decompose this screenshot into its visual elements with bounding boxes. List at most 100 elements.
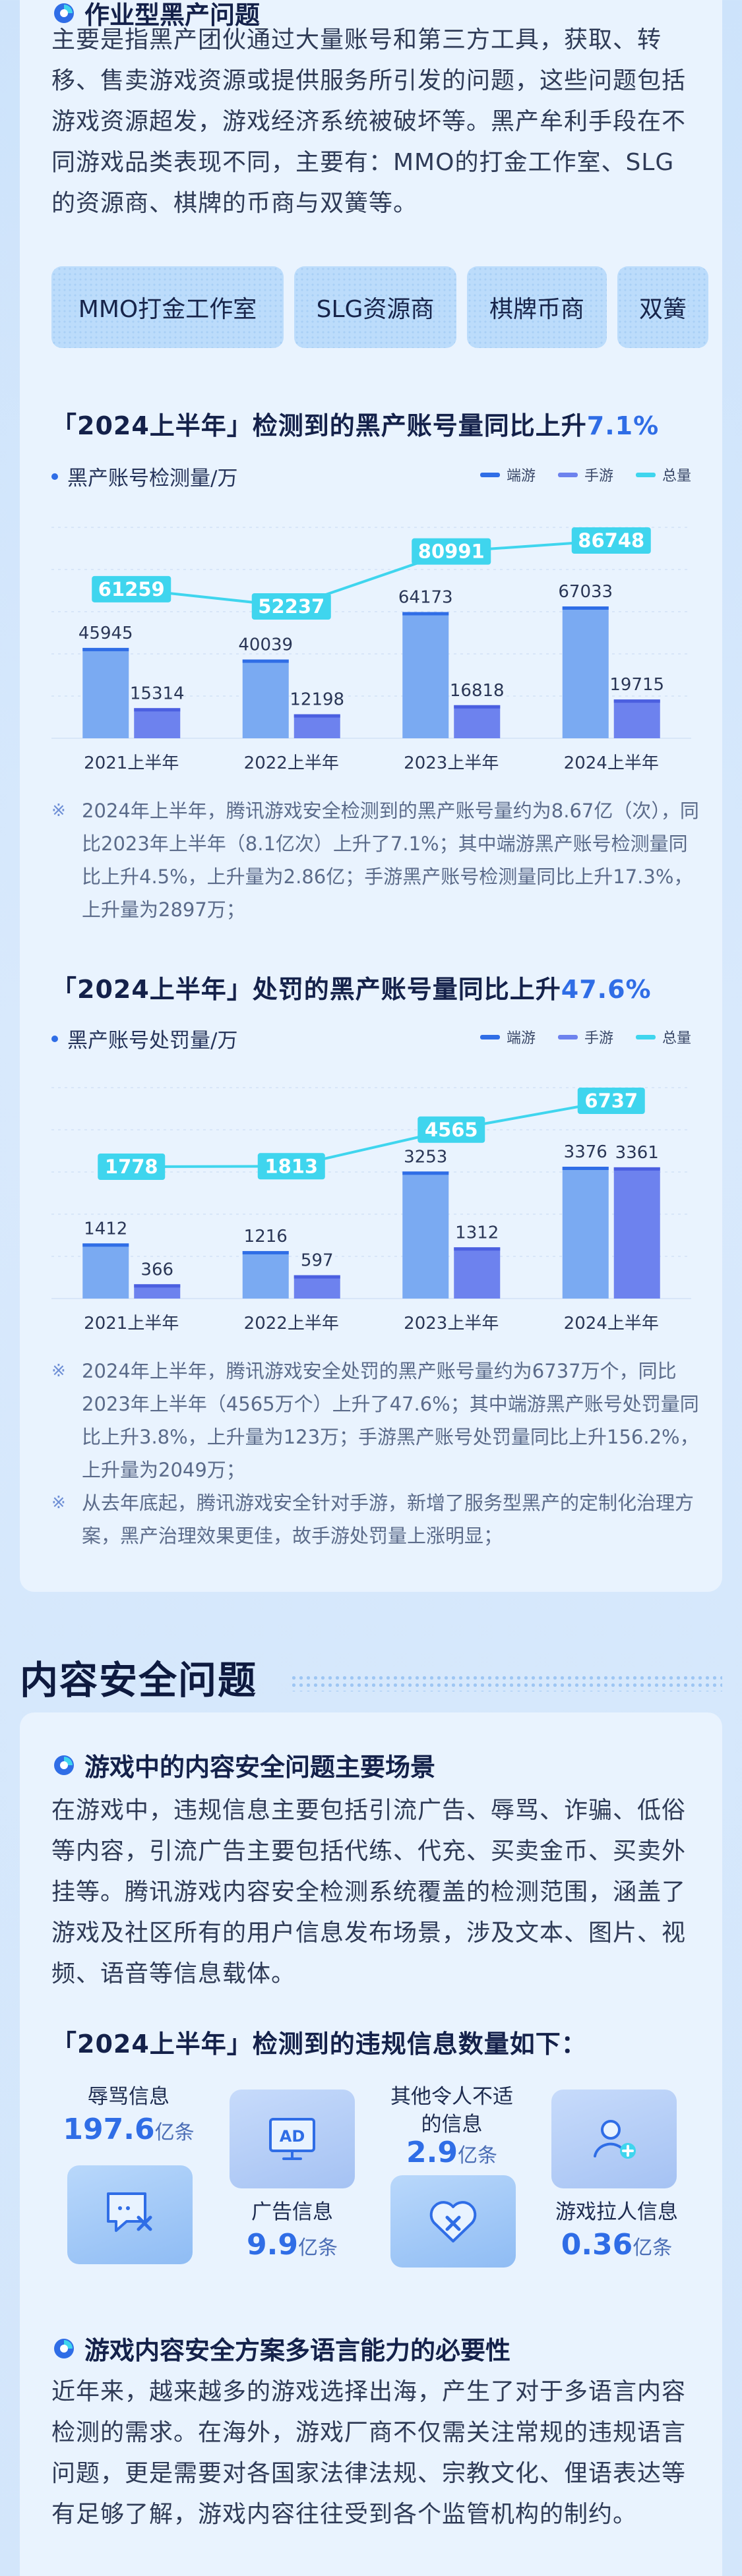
bar-mobile bbox=[613, 699, 660, 738]
chart2-svg: 1412 366 2021上半年 1216 597 2022上半年 3253 1312 2023… bbox=[51, 1087, 691, 1333]
legend-item-total: 总量 bbox=[635, 464, 691, 485]
legend-item-pc: 端游 bbox=[479, 464, 536, 485]
bar-mobile bbox=[294, 1275, 340, 1299]
data-label-mobile: 366 bbox=[140, 1260, 173, 1279]
note-mark-icon: ※ bbox=[51, 801, 66, 821]
bar-mobile-cap bbox=[294, 1275, 340, 1279]
bar-pc-cap bbox=[562, 1167, 609, 1170]
stat-value: 2.9亿条 bbox=[377, 2136, 526, 2169]
chart2-note2: ※ 从去年底起，腾讯游戏安全针对手游，新增了服务型黑产的定制化治理方案，黑产治理… bbox=[51, 1486, 704, 1559]
data-label-mobile: 16818 bbox=[450, 681, 505, 701]
bullet-dot-icon bbox=[51, 1035, 58, 1042]
user-add-icon bbox=[594, 2120, 636, 2159]
ad-icon: AD bbox=[269, 2118, 315, 2160]
bar-mobile bbox=[613, 1167, 660, 1299]
bar-pc-cap bbox=[402, 1171, 449, 1175]
tag-item: 双簧 bbox=[617, 266, 708, 348]
data-label-pc: 67033 bbox=[558, 582, 613, 602]
chart2-title-highlight: 47.6% bbox=[561, 975, 652, 1004]
data-label-pc: 3253 bbox=[404, 1147, 447, 1167]
bar-pc bbox=[82, 647, 129, 738]
bar-mobile bbox=[454, 1247, 501, 1299]
total-label-bg bbox=[571, 527, 651, 554]
stat-number: 0.36 bbox=[561, 2228, 633, 2262]
bar-mobile-cap bbox=[134, 1284, 181, 1288]
total-label-bg bbox=[412, 538, 491, 565]
data-label-total: 4565 bbox=[425, 1119, 478, 1141]
note-mark-icon: ※ bbox=[51, 1361, 66, 1381]
data-label-total: 52237 bbox=[258, 595, 325, 618]
svg-text:AD: AD bbox=[280, 2127, 305, 2146]
total-label-bg bbox=[417, 1116, 485, 1143]
section1-heading-text: 作业型黑产问题 bbox=[84, 1, 261, 30]
chart1-title-prefix: 「2024上半年」检测到的黑产账号量同比上升 bbox=[51, 411, 587, 440]
bar-pc bbox=[402, 1171, 449, 1299]
stat-label: 其他令人不适的信息 bbox=[390, 2085, 513, 2136]
data-label-total: 80991 bbox=[418, 541, 485, 563]
chat-block-icon bbox=[107, 2192, 152, 2232]
legend-label: 手游 bbox=[584, 468, 613, 484]
sub1-heading: 游戏中的内容安全问题主要场景 bbox=[53, 1747, 435, 1783]
chart2-title: 「2024上半年」处罚的黑产账号量同比上升47.6% bbox=[51, 969, 652, 1005]
legend-label: 总量 bbox=[662, 1030, 691, 1047]
bar-pc bbox=[562, 606, 609, 738]
total-line bbox=[131, 1099, 612, 1168]
bar-mobile-cap bbox=[134, 708, 181, 712]
heart-icon bbox=[429, 2201, 477, 2242]
data-label-total: 6737 bbox=[584, 1090, 638, 1112]
logo-icon bbox=[54, 2338, 74, 2358]
chart1-subtitle: 黑产账号检测量/万 bbox=[51, 461, 237, 491]
bar-mobile bbox=[294, 714, 340, 738]
total-label-bg bbox=[251, 593, 331, 620]
chart2-note1: ※ 2024年上半年，腾讯游戏安全处罚的黑产账号量约为6737万个，同比2023… bbox=[51, 1355, 704, 1486]
stat-label: 广告信息 bbox=[251, 2200, 333, 2224]
bar-mobile bbox=[134, 708, 181, 738]
bar-mobile-cap bbox=[613, 699, 660, 703]
sub2-text: 近年来，越来越多的游戏选择出海，产生了对于多语言内容检测的需求。在海外，游戏厂商… bbox=[51, 2378, 687, 2528]
bar-mobile-cap bbox=[613, 1167, 660, 1171]
chart2-note1-text: 2024年上半年，腾讯游戏安全处罚的黑产账号量约为6737万个，同比2023年上… bbox=[82, 1360, 699, 1481]
total-label-bg bbox=[257, 1153, 325, 1180]
legend-item-total: 总量 bbox=[635, 1026, 691, 1047]
stats-title: 「2024上半年」检测到的违规信息数量如下： bbox=[51, 2030, 587, 2059]
chart1-title: 「2024上半年」检测到的黑产账号量同比上升7.1% bbox=[51, 405, 659, 442]
tag-item: MMO打金工作室 bbox=[51, 266, 284, 348]
chart2-legend: 端游 手游 总量 bbox=[479, 1026, 691, 1047]
section2-title: 内容安全问题 bbox=[20, 1658, 258, 1703]
bar-mobile-cap bbox=[454, 705, 501, 709]
chart2-subtitle-text: 黑产账号处罚量/万 bbox=[67, 1029, 238, 1053]
total-line bbox=[131, 539, 611, 608]
chart1-note-text: 2024年上半年，腾讯游戏安全检测到的黑产账号量约为8.67亿（次），同比202… bbox=[82, 800, 699, 921]
heart-icon-box bbox=[390, 2175, 516, 2268]
total-label-bg bbox=[98, 1154, 166, 1180]
data-label-pc: 1412 bbox=[84, 1219, 127, 1239]
data-label-mobile: 12198 bbox=[290, 690, 344, 710]
bar-pc-cap bbox=[242, 659, 289, 663]
x-tick-label: 2022上半年 bbox=[244, 753, 339, 773]
legend-label: 端游 bbox=[506, 1030, 536, 1047]
bar-pc-cap bbox=[402, 612, 449, 616]
data-label-total: 61259 bbox=[98, 578, 165, 600]
legend-item-mobile: 手游 bbox=[557, 1026, 613, 1047]
bar-pc-cap bbox=[562, 606, 609, 610]
chart2-subtitle: 黑产账号处罚量/万 bbox=[51, 1024, 237, 1053]
section1-intro: 主要是指黑产团伙通过大量账号和第三方工具，获取、转移、售卖游戏资源或提供服务所引… bbox=[51, 26, 687, 217]
bar-pc bbox=[242, 1250, 289, 1299]
stat-unit: 亿条 bbox=[633, 2237, 673, 2260]
stat-label: 辱骂信息 bbox=[88, 2085, 170, 2109]
chart2-legend-row: 黑产账号处罚量/万 端游 手游 总量 bbox=[51, 1024, 691, 1053]
data-label-mobile: 597 bbox=[301, 1251, 334, 1271]
tag-item: SLG资源商 bbox=[294, 266, 456, 348]
black-market-card bbox=[20, 0, 722, 1592]
x-tick-label: 2023上半年 bbox=[404, 753, 499, 773]
chat-block-icon-box bbox=[67, 2165, 193, 2264]
dotted-decoration bbox=[290, 1674, 722, 1691]
sub2-heading-text: 游戏内容安全方案多语言能力的必要性 bbox=[84, 2336, 511, 2365]
chart2-note2-text: 从去年底起，腾讯游戏安全针对手游，新增了服务型黑产的定制化治理方案，黑产治理效果… bbox=[82, 1492, 695, 1547]
tag-item: 棋牌币商 bbox=[467, 266, 607, 348]
chart1-legend: 端游 手游 总量 bbox=[479, 464, 691, 485]
section1-heading: 作业型黑产问题 bbox=[53, 0, 260, 31]
data-label-total: 1813 bbox=[264, 1155, 318, 1177]
data-label-pc: 40039 bbox=[238, 635, 293, 655]
stat-number: 197.6 bbox=[63, 2113, 155, 2146]
